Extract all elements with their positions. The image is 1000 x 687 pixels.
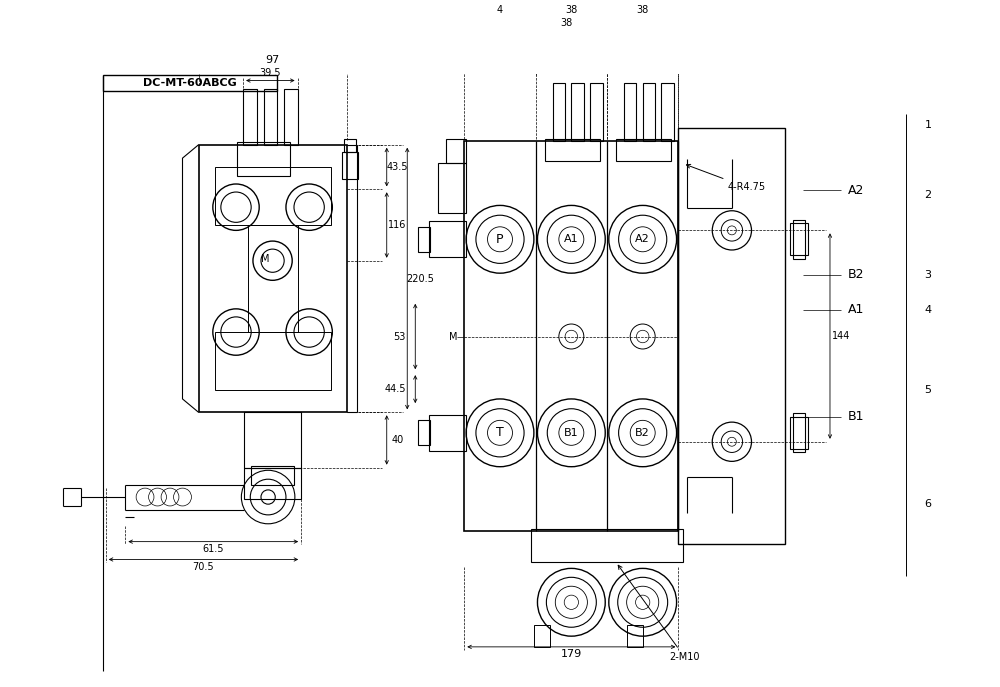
Text: B2: B2 <box>635 428 650 438</box>
Bar <box>243 89 257 145</box>
Text: 44.5: 44.5 <box>385 384 406 394</box>
Bar <box>643 83 655 142</box>
Bar <box>264 89 277 145</box>
Text: A1: A1 <box>564 234 579 245</box>
Bar <box>534 624 550 647</box>
Bar <box>284 89 298 145</box>
Text: 97: 97 <box>265 55 280 65</box>
Text: 61.5: 61.5 <box>203 544 224 554</box>
Text: A2: A2 <box>635 234 650 245</box>
Bar <box>571 83 584 142</box>
Bar <box>237 142 290 176</box>
Bar <box>342 152 358 179</box>
Text: 4: 4 <box>497 5 503 15</box>
Text: 4: 4 <box>925 305 932 315</box>
Text: A2: A2 <box>848 183 864 196</box>
Text: 220.5: 220.5 <box>406 273 434 284</box>
Text: 38: 38 <box>561 19 573 28</box>
Text: B1: B1 <box>848 410 864 423</box>
Text: 40: 40 <box>391 435 404 445</box>
Text: P: P <box>496 233 504 246</box>
Text: 5: 5 <box>925 385 932 395</box>
Text: 38: 38 <box>637 5 649 15</box>
Text: 179: 179 <box>561 649 582 659</box>
Bar <box>661 83 674 142</box>
Text: 2: 2 <box>925 190 932 200</box>
Text: 1: 1 <box>925 120 932 130</box>
Bar <box>531 529 683 562</box>
Bar <box>545 139 600 161</box>
Bar <box>790 223 808 256</box>
Text: 70.5: 70.5 <box>193 561 214 572</box>
Text: B1: B1 <box>564 428 579 438</box>
Text: 116: 116 <box>388 220 407 230</box>
Bar <box>429 221 466 257</box>
Text: T: T <box>496 427 504 439</box>
Text: 53: 53 <box>393 332 405 341</box>
Text: M: M <box>261 254 270 264</box>
Text: 3: 3 <box>925 270 932 280</box>
Bar <box>418 227 430 251</box>
Text: 6: 6 <box>925 499 932 509</box>
Bar <box>244 412 301 468</box>
Bar <box>344 139 356 152</box>
Text: 4-R4.75: 4-R4.75 <box>686 164 766 192</box>
Text: 2-M10: 2-M10 <box>618 565 700 662</box>
Bar <box>438 164 466 212</box>
Text: A1: A1 <box>848 303 864 316</box>
Bar <box>678 128 785 544</box>
Bar <box>553 83 565 142</box>
Bar <box>793 220 805 259</box>
Bar <box>215 332 331 390</box>
Bar <box>244 468 301 499</box>
Bar <box>215 167 331 225</box>
Text: 43.5: 43.5 <box>387 162 408 172</box>
Bar <box>429 415 466 451</box>
Bar <box>616 139 671 161</box>
Bar <box>418 420 430 445</box>
Bar <box>199 145 347 412</box>
Bar <box>624 83 636 142</box>
Bar <box>251 466 294 486</box>
Bar <box>464 142 678 531</box>
Text: DC-MT-60ABCG: DC-MT-60ABCG <box>143 78 237 88</box>
Bar <box>793 413 805 453</box>
Text: 144: 144 <box>831 331 850 341</box>
Text: 39.5: 39.5 <box>260 69 281 78</box>
Bar <box>248 225 298 332</box>
Text: B2: B2 <box>848 269 864 282</box>
Bar <box>790 417 808 449</box>
Bar <box>103 75 277 91</box>
Bar <box>590 83 603 142</box>
Text: M: M <box>449 332 458 341</box>
Bar <box>446 139 466 164</box>
Text: 38: 38 <box>565 5 577 15</box>
Bar <box>627 624 643 647</box>
